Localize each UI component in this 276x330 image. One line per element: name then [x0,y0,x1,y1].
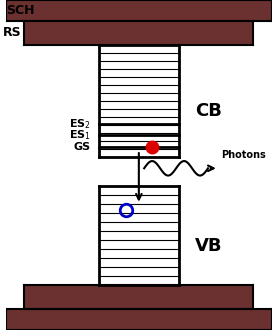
Text: VB: VB [195,237,222,255]
Text: RS: RS [3,26,22,40]
Text: SCH: SCH [6,4,34,17]
Text: Photons: Photons [221,150,266,160]
Text: ES$_1$: ES$_1$ [69,128,91,142]
Text: GS: GS [74,142,91,152]
Text: ES$_2$: ES$_2$ [69,117,91,131]
Text: CB: CB [195,102,222,119]
